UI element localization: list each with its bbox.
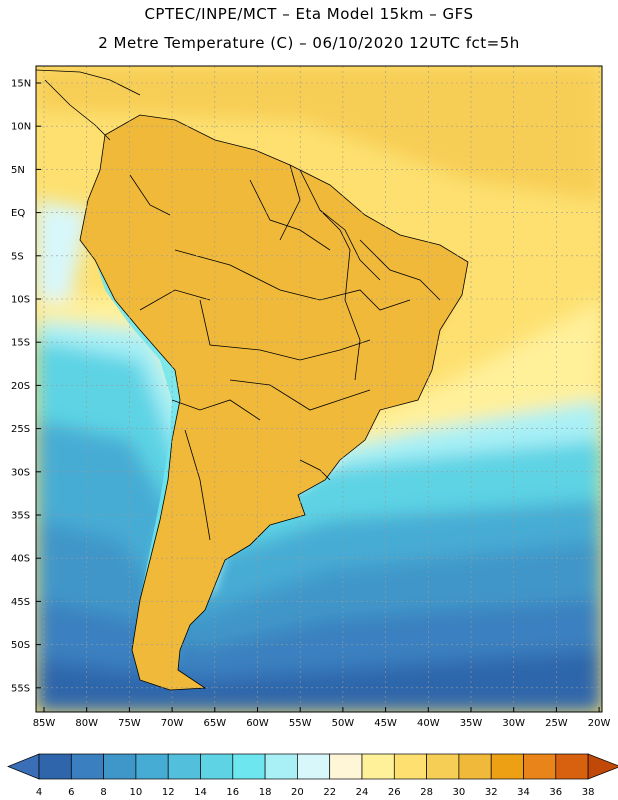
lon-label: 45W — [374, 718, 397, 729]
colorbar-segment — [200, 753, 234, 780]
lon-label: 70W — [161, 718, 184, 729]
lon-label: 80W — [75, 718, 98, 729]
lat-label: 45S — [11, 597, 30, 608]
colorbar — [7, 753, 618, 780]
lon-label: 30W — [502, 718, 525, 729]
colorbar-segment — [523, 753, 557, 780]
colorbar-tick-label: 14 — [194, 787, 207, 798]
colorbar-tick-label: 28 — [420, 787, 433, 798]
colorbar-segment — [329, 753, 363, 780]
lat-label: EQ — [11, 208, 25, 219]
lat-label: 35S — [11, 511, 30, 522]
lon-label: 50W — [332, 718, 355, 729]
colorbar-segment — [490, 753, 524, 780]
lat-label: 40S — [11, 554, 30, 565]
map-title-line-1: CPTEC/INPE/MCT – Eta Model 15km – GFS — [144, 5, 474, 23]
lon-label: 65W — [203, 718, 226, 729]
colorbar-segment — [555, 753, 589, 780]
lat-label: 30S — [11, 467, 30, 478]
lat-label: 15N — [11, 79, 31, 90]
lon-label: 40W — [417, 718, 440, 729]
colorbar-ticks: 4 6 8 10 12 14 16 18 20 22 24 26 28 30 32 34 36 38 — [36, 787, 595, 798]
colorbar-tick-label: 24 — [356, 787, 369, 798]
lon-label: 60W — [246, 718, 269, 729]
colorbar-segment — [297, 753, 331, 780]
lat-label: 55S — [11, 683, 30, 694]
colorbar-segment — [458, 753, 492, 780]
lon-label: 35W — [460, 718, 483, 729]
colorbar-above-arrow — [587, 753, 618, 780]
lat-label: 5S — [11, 251, 24, 262]
lat-label: 50S — [11, 640, 30, 651]
longitude-labels: 85W 80W 75W 70W 65W 60W 55W 50W 45W 40W 35W 30W 25W 2… — [33, 707, 611, 729]
colorbar-below-arrow — [7, 753, 40, 780]
colorbar-segment — [361, 753, 395, 780]
colorbar-segment — [426, 753, 460, 780]
lat-label: 10N — [11, 122, 31, 133]
colorbar-segment — [264, 753, 298, 780]
colorbar-tick-label: 34 — [517, 787, 530, 798]
colorbar-tick-label: 8 — [100, 787, 106, 798]
political-borders — [36, 69, 469, 691]
lon-label: 20W — [588, 718, 611, 729]
colorbar-segment — [103, 753, 137, 780]
colorbar-tick-label: 38 — [582, 787, 595, 798]
colorbar-tick-label: 20 — [291, 787, 304, 798]
colorbar-segment — [38, 753, 72, 780]
lon-label: 25W — [545, 718, 568, 729]
graticule — [36, 66, 602, 712]
colorbar-tick-label: 36 — [549, 787, 562, 798]
lat-label: 5N — [11, 165, 25, 176]
temperature-field — [36, 66, 602, 712]
colorbar-segment — [70, 753, 104, 780]
map-frame — [35, 65, 603, 713]
lat-label: 10S — [11, 295, 30, 306]
colorbar-tick-label: 18 — [259, 787, 272, 798]
colorbar-tick-label: 30 — [453, 787, 466, 798]
lat-label: 20S — [11, 381, 30, 392]
colorbar-tick-label: 4 — [36, 787, 42, 798]
colorbar-tick-label: 10 — [130, 787, 143, 798]
colorbar-tick-label: 12 — [162, 787, 175, 798]
latitude-labels: 15N 10N 5N EQ 5S 10S 15S 20S 25S 30S 35S 40S 45S 50S 5… — [11, 79, 41, 694]
colorbar-segment — [393, 753, 427, 780]
lat-label: 15S — [11, 338, 30, 349]
colorbar-segment — [167, 753, 201, 780]
lat-label: 25S — [11, 424, 30, 435]
colorbar-segment — [232, 753, 266, 780]
colorbar-tick-label: 22 — [323, 787, 336, 798]
map-title-line-2: 2 Metre Temperature (C) – 06/10/2020 12U… — [98, 34, 520, 52]
colorbar-tick-label: 16 — [226, 787, 239, 798]
colorbar-tick-label: 6 — [68, 787, 74, 798]
lon-label: 85W — [33, 718, 56, 729]
colorbar-tick-label: 26 — [388, 787, 401, 798]
lon-label: 75W — [118, 718, 141, 729]
colorbar-segment — [135, 753, 169, 780]
colorbar-tick-label: 32 — [485, 787, 498, 798]
lon-label: 55W — [289, 718, 312, 729]
